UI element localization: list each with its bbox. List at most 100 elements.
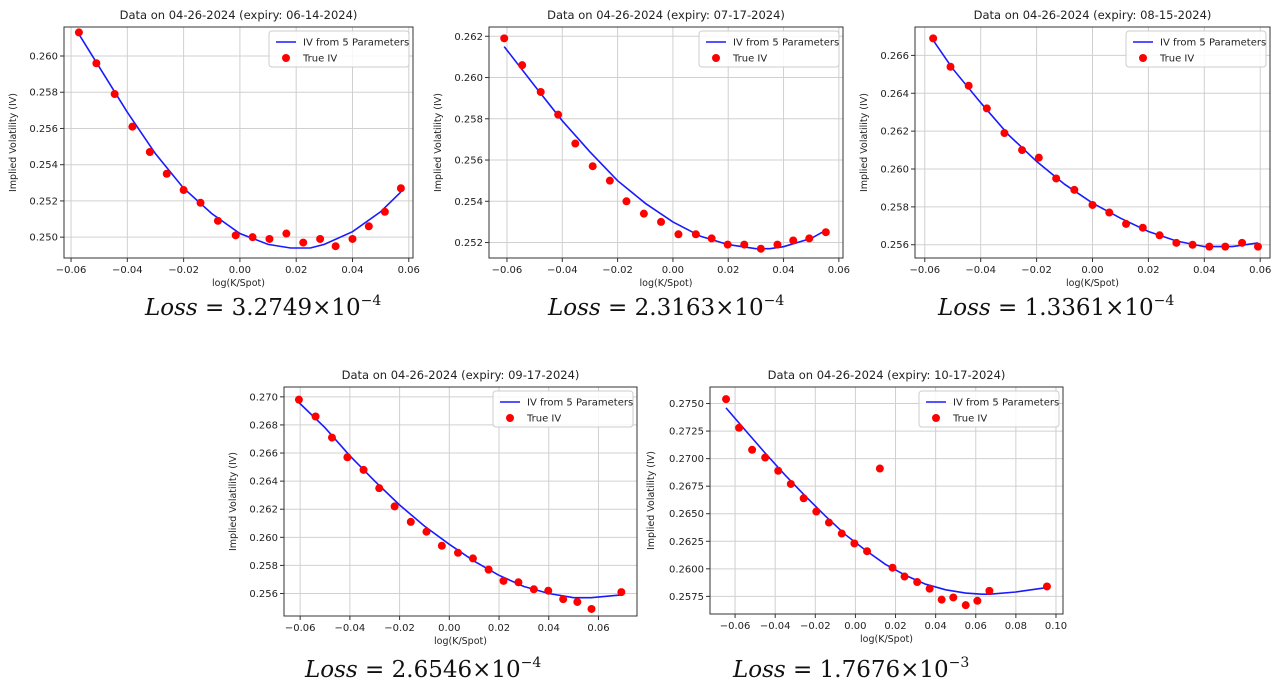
true-iv-point (985, 586, 994, 595)
fitted-iv-line (503, 46, 827, 250)
true-iv-point (331, 242, 340, 251)
y-axis-label: Implied Volatility (IV) (8, 93, 19, 192)
true-iv-point (1122, 219, 1131, 228)
y-tick-label: 0.260 (249, 533, 278, 544)
legend-box (1125, 30, 1267, 68)
true-iv-point (74, 28, 83, 37)
y-tick-label: 0.268 (249, 420, 278, 431)
y-tick-label: 0.262 (880, 127, 909, 138)
true-iv-point (359, 465, 368, 474)
true-iv-point (390, 502, 399, 511)
loss-label: Loss (733, 657, 786, 683)
x-tick-label: 0.00 (229, 265, 251, 276)
y-tick-label: 0.260 (880, 165, 909, 176)
loss-mantissa: 1.7676×10 (819, 657, 949, 683)
y-tick-label: 0.252 (29, 196, 58, 207)
x-tick-label: 0.02 (884, 621, 906, 632)
x-tick-label: −0.06 (492, 265, 523, 276)
x-axis-label: log(K/Spot) (434, 636, 487, 647)
true-iv-point (1018, 146, 1027, 155)
y-tick-label: 0.264 (880, 89, 909, 100)
true-iv-point (110, 90, 119, 99)
x-tick-label: −0.06 (909, 265, 940, 276)
chart-title: Data on 04-26-2024 (expiry: 08-15-2024) (974, 8, 1212, 22)
true-iv-point (786, 479, 795, 488)
legend-box (698, 30, 840, 68)
true-iv-point (946, 62, 955, 71)
loss-equals: = (990, 295, 1025, 321)
loss-label: Loss (938, 295, 991, 321)
y-tick-label: 0.258 (29, 88, 58, 99)
x-tick-label: 0.04 (925, 621, 947, 632)
plot-frame (488, 26, 844, 259)
true-iv-point (723, 240, 732, 249)
loss-equals: = (197, 295, 232, 321)
true-iv-point (437, 541, 446, 550)
true-iv-point (311, 412, 320, 421)
fitted-iv-line (298, 401, 622, 599)
y-tick-label: 0.2625 (669, 537, 704, 548)
y-tick-label: 0.264 (249, 477, 278, 488)
true-iv-point (573, 597, 582, 606)
x-tick-label: −0.02 (602, 265, 633, 276)
true-iv-point (406, 517, 415, 526)
true-iv-point (343, 453, 352, 462)
legend: IV from 5 Parameters True IV (1125, 30, 1267, 68)
x-tick-label: −0.04 (760, 621, 791, 632)
legend-label-true: True IV (302, 54, 337, 65)
true-iv-point (299, 238, 308, 247)
true-iv-point (213, 216, 222, 225)
true-iv-point (821, 228, 830, 237)
legend-label-fit: IV from 5 Parameters (733, 38, 839, 49)
legend: IV from 5 Parameters True IV (698, 30, 840, 68)
x-tick-label: 0.04 (772, 265, 794, 276)
true-iv-point (588, 162, 597, 171)
legend-label-fit: IV from 5 Parameters (1160, 38, 1266, 49)
true-iv-point (571, 139, 580, 148)
chart-title: Data on 04-26-2024 (expiry: 07-17-2024) (547, 8, 785, 22)
y-tick-label: 0.256 (249, 589, 278, 600)
x-tick-label: 0.06 (828, 265, 850, 276)
y-tick-label: 0.2725 (669, 427, 704, 438)
y-tick-label: 0.2675 (669, 482, 704, 493)
loss-annotation: Loss = 1.7676×10−3 (733, 655, 969, 683)
x-tick-label: −0.02 (168, 265, 199, 276)
true-iv-point (294, 395, 303, 404)
legend-dot-swatch (506, 414, 514, 422)
legend-dot-swatch (712, 54, 720, 62)
loss-equals: = (600, 295, 635, 321)
true-iv-point (1052, 174, 1061, 183)
loss-exponent: −4 (360, 293, 382, 309)
y-axis-label: Implied Volatility (IV) (433, 93, 444, 192)
true-iv-point (774, 466, 783, 475)
x-tick-label: 0.10 (1045, 621, 1067, 632)
y-tick-label: 0.254 (454, 197, 483, 208)
loss-exponent: −3 (948, 655, 970, 671)
true-iv-point (1253, 242, 1262, 251)
plot-frame (63, 26, 414, 259)
true-iv-point (375, 484, 384, 493)
legend-label-fit: IV from 5 Parameters (527, 398, 633, 409)
chart-3: −0.06 −0.04 −0.02 0.00 0.02 0.04 0.06 0.256 0.25… (859, 8, 1271, 289)
x-tick-label: 0.04 (1193, 265, 1215, 276)
true-iv-point (196, 198, 205, 207)
true-iv-point (1034, 153, 1043, 162)
true-iv-point (850, 539, 859, 548)
true-iv-point (1138, 223, 1147, 232)
true-iv-point (1188, 240, 1197, 249)
true-iv-point (514, 578, 523, 587)
x-tick-label: 0.04 (538, 623, 560, 634)
true-iv-point (937, 595, 946, 604)
legend-box (268, 30, 410, 68)
legend-dot-swatch (932, 414, 940, 422)
loss-mantissa: 3.2749×10 (231, 295, 361, 321)
true-iv-point (1000, 129, 1009, 138)
plot-frame (709, 386, 1064, 615)
true-iv-point (863, 547, 872, 556)
y-tick-label: 0.262 (249, 505, 278, 516)
x-tick-label: −0.06 (720, 621, 751, 632)
legend: IV from 5 Parameters True IV (918, 390, 1060, 428)
true-iv-point (929, 34, 938, 43)
true-iv-point (468, 554, 477, 563)
y-tick-label: 0.256 (454, 156, 483, 167)
